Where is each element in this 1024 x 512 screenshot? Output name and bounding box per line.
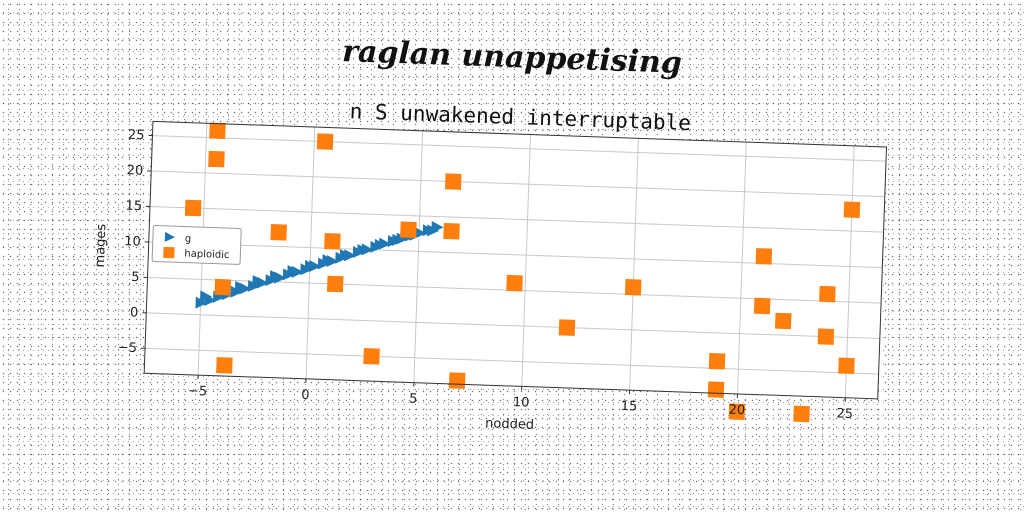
x-axis-label: nodded [485,416,534,433]
series-haploidic-point [506,275,523,292]
x-tick-label: 20 [728,403,745,419]
series-haploidic-point [708,381,725,398]
series-haploidic-point [185,200,202,217]
series-haploidic-point [363,348,380,365]
legend-marker-haploidic [163,247,174,258]
y-tick-label: 5 [131,270,140,285]
series-haploidic-point [400,221,417,238]
series-haploidic-point [443,223,460,240]
legend-label-g: g [185,234,192,245]
series-haploidic-point [216,357,233,374]
legend-label-haploidic: haploidic [184,249,229,262]
series-haploidic-point [625,279,642,296]
x-tick-label: 5 [409,391,418,406]
series-haploidic-point [559,319,576,336]
x-tick-label: 25 [836,406,853,422]
series-haploidic-point [327,276,344,293]
plot-background [144,121,886,398]
series-haploidic-point [324,233,341,250]
legend: g haploidic [152,225,241,264]
y-tick-label: −5 [118,340,138,356]
series-haploidic-point [775,313,792,330]
y-axis-label: mages [93,223,110,267]
series-haploidic-point [756,248,773,265]
series-haploidic-point [317,133,334,150]
series-haploidic-point [445,173,462,190]
x-tick-label: −5 [188,384,208,400]
series-haploidic-point [844,201,861,218]
series-haploidic-point [754,298,771,315]
x-tick-label: 10 [513,395,530,411]
y-tick-label: 15 [125,199,142,215]
series-haploidic-point [449,372,466,389]
y-tick-label: 10 [124,234,141,250]
series-haploidic-point [793,406,810,423]
series-haploidic-point [838,358,855,375]
series-haploidic-point [215,279,232,296]
y-tick-label: 20 [126,163,143,179]
series-haploidic-point [819,286,836,303]
y-tick-label: 0 [130,305,139,320]
x-tick-label: 0 [301,388,310,403]
series-haploidic-point [270,224,287,241]
series-haploidic-point [208,151,225,168]
series-haploidic-point [709,353,726,370]
series-haploidic-point [209,122,226,139]
y-tick-label: 25 [128,128,145,144]
x-tick-label: 15 [621,399,638,415]
series-haploidic-point [818,328,835,345]
